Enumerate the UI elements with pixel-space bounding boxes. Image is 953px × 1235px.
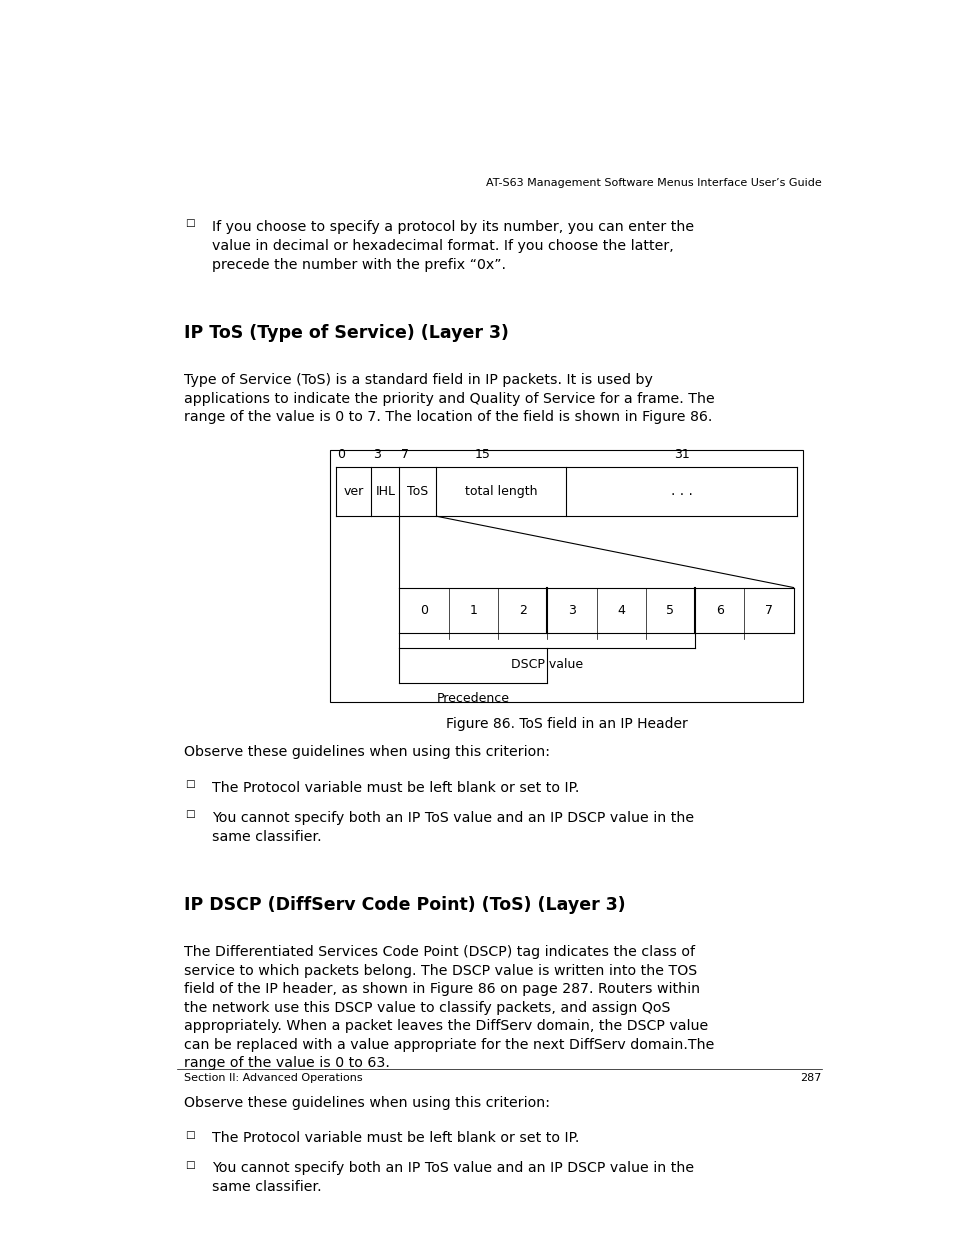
Text: IHL: IHL: [375, 485, 395, 498]
Text: If you choose to specify a protocol by its number, you can enter the: If you choose to specify a protocol by i…: [212, 221, 693, 235]
Text: same classifier.: same classifier.: [212, 1179, 321, 1194]
Text: value in decimal or hexadecimal format. If you choose the latter,: value in decimal or hexadecimal format. …: [212, 240, 673, 253]
Text: 15: 15: [475, 448, 490, 461]
Text: 0: 0: [419, 604, 428, 616]
Text: IP ToS (Type of Service) (Layer 3): IP ToS (Type of Service) (Layer 3): [184, 324, 509, 342]
Text: applications to indicate the priority and Quality of Service for a frame. The: applications to indicate the priority an…: [184, 391, 715, 405]
Text: 0: 0: [337, 448, 345, 461]
Text: The Protocol variable must be left blank or set to IP.: The Protocol variable must be left blank…: [212, 781, 578, 795]
Text: Section II: Advanced Operations: Section II: Advanced Operations: [184, 1073, 362, 1083]
Text: AT-S63 Management Software Menus Interface User’s Guide: AT-S63 Management Software Menus Interfa…: [485, 178, 821, 188]
Text: 1: 1: [469, 604, 476, 616]
Text: □: □: [185, 779, 194, 789]
Bar: [330, 450, 802, 701]
Text: □: □: [185, 809, 194, 819]
Text: 6: 6: [715, 604, 722, 616]
Text: 3: 3: [373, 448, 380, 461]
Text: ver: ver: [343, 485, 363, 498]
Text: 7: 7: [400, 448, 409, 461]
Text: total length: total length: [464, 485, 537, 498]
Text: service to which packets belong. The DSCP value is written into the TOS: service to which packets belong. The DSC…: [184, 963, 697, 978]
Text: 7: 7: [764, 604, 772, 616]
Text: □: □: [185, 1160, 194, 1170]
Text: Observe these guidelines when using this criterion:: Observe these guidelines when using this…: [184, 746, 550, 760]
Text: You cannot specify both an IP ToS value and an IP DSCP value in the: You cannot specify both an IP ToS value …: [212, 1161, 693, 1176]
Text: Figure 86. ToS field in an IP Header: Figure 86. ToS field in an IP Header: [445, 716, 687, 731]
Text: 5: 5: [666, 604, 674, 616]
Text: ToS: ToS: [407, 485, 428, 498]
Text: Precedence: Precedence: [436, 692, 509, 705]
Text: precede the number with the prefix “0x”.: precede the number with the prefix “0x”.: [212, 258, 505, 272]
Text: 31: 31: [673, 448, 689, 461]
Text: IP DSCP (DiffServ Code Point) (ToS) (Layer 3): IP DSCP (DiffServ Code Point) (ToS) (Lay…: [184, 895, 625, 914]
Text: range of the value is 0 to 7. The location of the field is shown in Figure 86.: range of the value is 0 to 7. The locati…: [184, 410, 712, 424]
Text: DSCP value: DSCP value: [511, 658, 582, 671]
Text: The Protocol variable must be left blank or set to IP.: The Protocol variable must be left blank…: [212, 1131, 578, 1146]
Text: □: □: [185, 217, 194, 227]
Text: 3: 3: [567, 604, 576, 616]
Text: You cannot specify both an IP ToS value and an IP DSCP value in the: You cannot specify both an IP ToS value …: [212, 811, 693, 825]
Text: range of the value is 0 to 63.: range of the value is 0 to 63.: [184, 1056, 390, 1071]
Text: the network use this DSCP value to classify packets, and assign QoS: the network use this DSCP value to class…: [184, 1000, 670, 1015]
Text: appropriately. When a packet leaves the DiffServ domain, the DSCP value: appropriately. When a packet leaves the …: [184, 1019, 708, 1034]
Text: field of the IP header, as shown in Figure 86 on page 287. Routers within: field of the IP header, as shown in Figu…: [184, 982, 700, 997]
Text: □: □: [185, 1130, 194, 1140]
Text: 4: 4: [617, 604, 624, 616]
Text: same classifier.: same classifier.: [212, 830, 321, 844]
Text: can be replaced with a value appropriate for the next DiffServ domain.The: can be replaced with a value appropriate…: [184, 1037, 714, 1052]
Text: 287: 287: [800, 1073, 821, 1083]
Text: The Differentiated Services Code Point (DSCP) tag indicates the class of: The Differentiated Services Code Point (…: [184, 945, 695, 960]
Text: . . .: . . .: [670, 484, 692, 499]
Text: Type of Service (ToS) is a standard field in IP packets. It is used by: Type of Service (ToS) is a standard fiel…: [184, 373, 653, 387]
Text: 2: 2: [518, 604, 526, 616]
Text: Observe these guidelines when using this criterion:: Observe these guidelines when using this…: [184, 1095, 550, 1110]
